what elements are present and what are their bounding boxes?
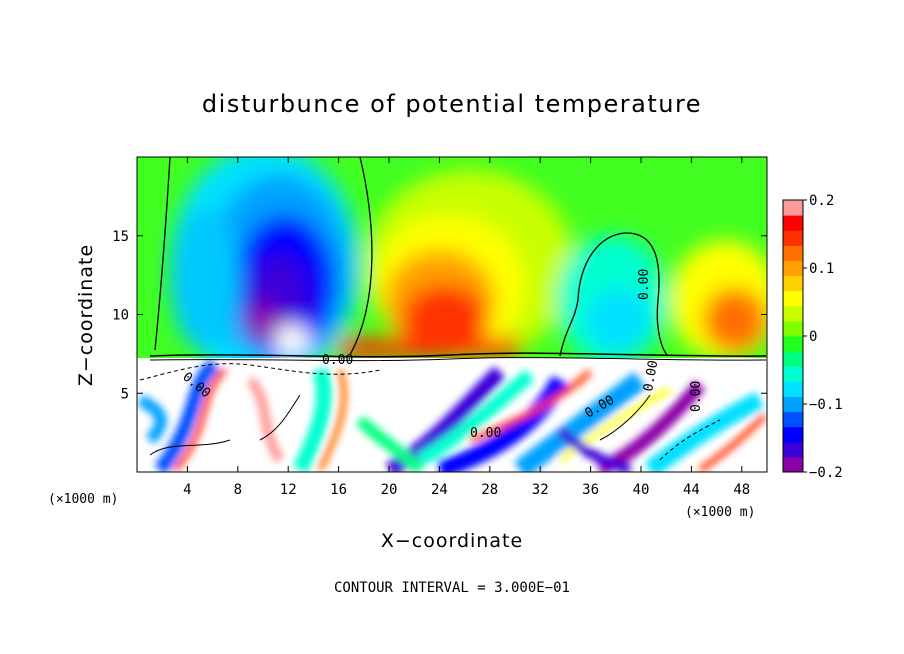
colorbar-swatch [783,426,803,443]
x-tick-label: 36 [582,482,599,498]
colorbar-swatch [783,456,803,473]
zero-contour-dome [559,232,669,357]
x-tick-label: 44 [683,482,700,498]
y-axis: 5 10 15 [112,229,767,402]
x-tick-label: 24 [431,482,448,498]
colorbar-swatch [783,230,803,246]
y-tick-label: 5 [121,386,129,402]
zero-contour-left [154,157,171,351]
colorbar-swatch [783,200,803,216]
x-axis-label: X−coordinate [381,530,523,552]
contour-label: 0.00 [689,381,704,412]
colorbar-tick-label: −0.2 [809,465,843,481]
colorbar-swatch [783,366,803,382]
colorbar-swatch [783,381,803,397]
x-unit-left: (×1000 m) [48,492,118,507]
contour-label: 0.00 [470,426,501,441]
colorbar-swatch [783,260,803,277]
interface-line [149,352,767,358]
x-axis: 4 8 12 16 20 24 28 32 36 40 44 48 [183,157,750,498]
x-tick-label: 4 [183,482,191,498]
colorbar-swatch [783,215,803,231]
colorbar-swatch [783,351,803,367]
contour-label: 0.00 [641,359,661,392]
colorbar-swatch [783,320,803,337]
colorbar-swatch [783,275,803,292]
y-tick-label: 15 [112,229,129,245]
colorbar-tick-label: 0 [809,329,817,345]
x-tick-label: 20 [381,482,398,498]
colorbar-swatch [783,245,803,261]
contour-interval-footer: CONTOUR INTERVAL = 3.000E−01 [334,580,570,596]
colorbar: 0.2 0.1 0 −0.1 −0.2 [782,193,843,481]
x-tick-label: 40 [633,482,650,498]
colorbar-tick-label: −0.1 [809,397,843,413]
colorbar-swatch [783,441,803,458]
x-tick-label: 8 [234,482,242,498]
x-tick-label: 32 [532,482,549,498]
lower-turbulent-layer [137,358,767,472]
chart-title: disturbunce of potential temperature [202,90,702,118]
x-unit-right: (×1000 m) [685,505,755,520]
colorbar-swatch [783,305,803,322]
colorbar-tick-label: 0.2 [809,193,834,209]
contour-label: 0.00 [637,269,652,300]
zero-contour-mid [349,157,373,356]
colorbar-tick-label: 0.1 [809,261,834,277]
colorbar-swatch [783,411,803,428]
y-axis-label: Z−coordinate [75,244,97,386]
x-tick-label: 12 [280,482,297,498]
x-tick-label: 16 [330,482,347,498]
x-tick-label: 48 [733,482,750,498]
colorbar-swatch [783,290,803,307]
x-tick-label: 28 [481,482,498,498]
colorbar-swatch [783,396,803,413]
colorbar-swatch [783,336,803,352]
contour-label: 0.00 [322,353,353,368]
y-tick-label: 10 [112,308,129,324]
